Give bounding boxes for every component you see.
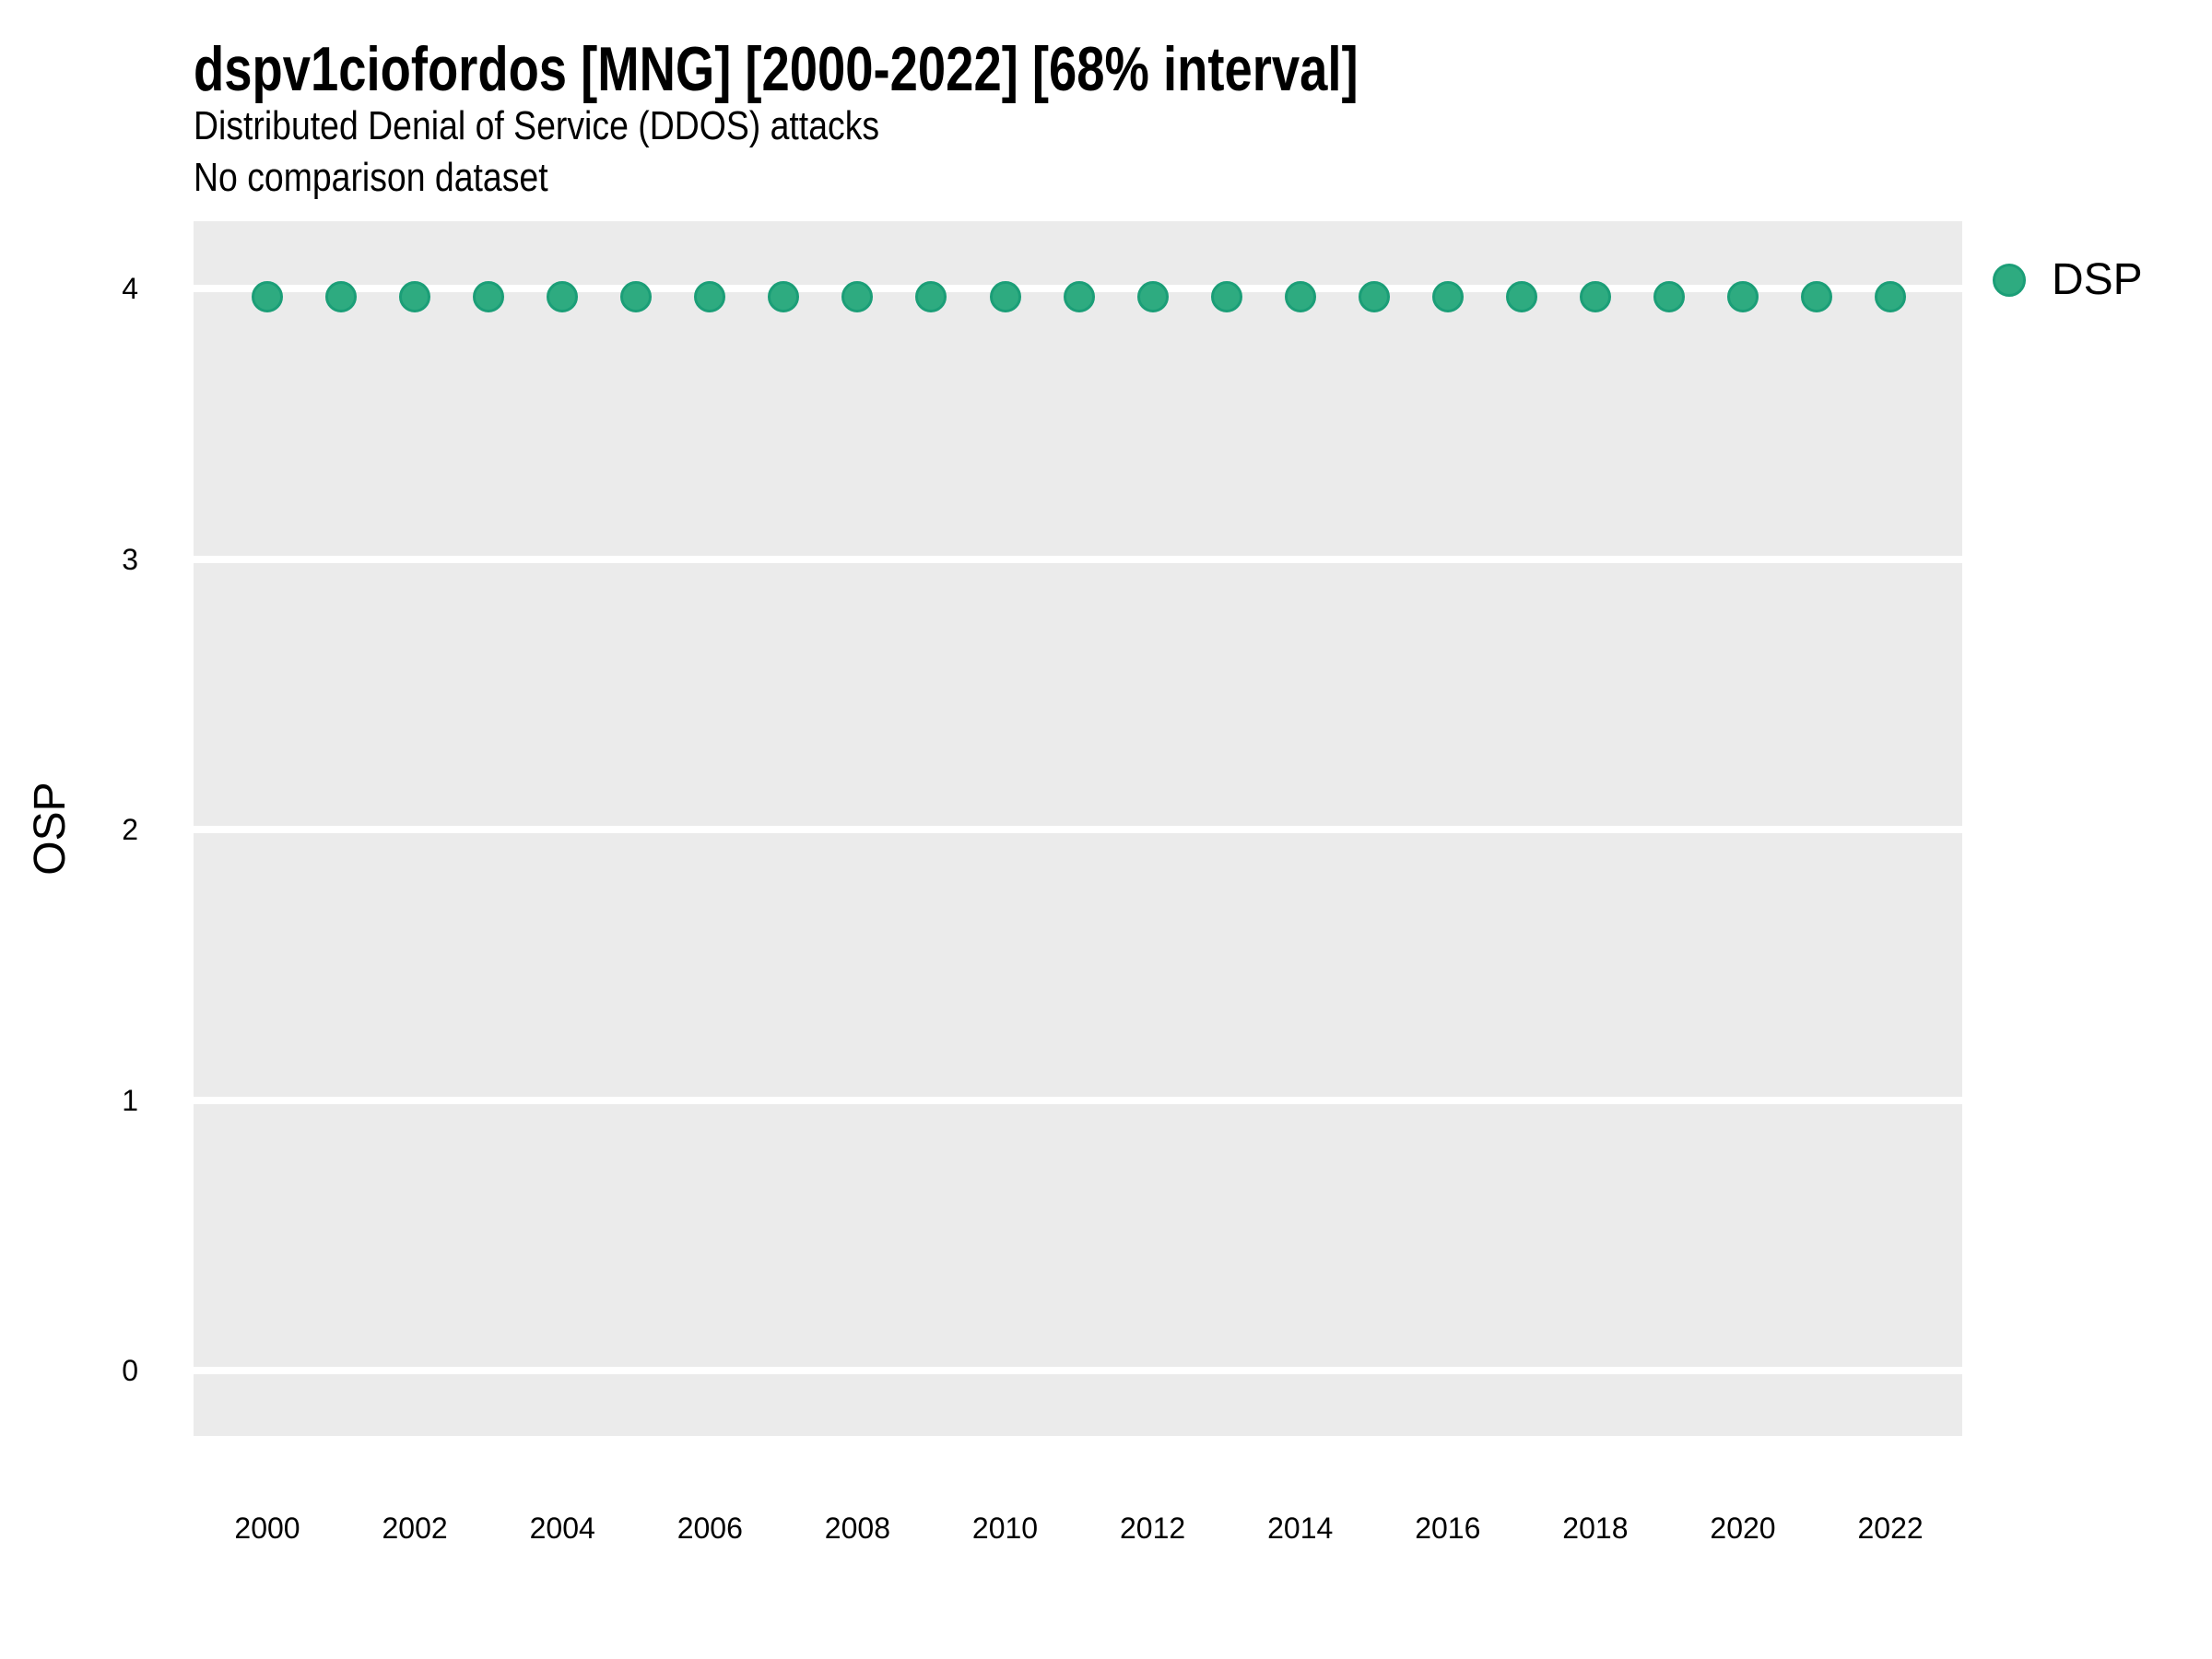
- data-point-DSP-2021: [1801, 280, 1833, 312]
- chart-subtitle: Distributed Denial of Service (DDOS) att…: [194, 103, 880, 148]
- data-point-DSP-2003: [473, 280, 505, 312]
- x-tick-label-2010: 2010: [971, 1512, 1039, 1545]
- data-point-DSP-2020: [1727, 280, 1759, 312]
- x-tick-label-2002: 2002: [382, 1512, 448, 1545]
- data-point-DSP-2011: [1063, 280, 1095, 312]
- data-point-DSP-2014: [1284, 280, 1316, 312]
- gridline-y-2: [194, 826, 1962, 833]
- y-tick-label-1: 1: [122, 1083, 138, 1117]
- chart-note: No comparison dataset: [194, 155, 548, 200]
- x-tick-label-2020: 2020: [1710, 1512, 1776, 1545]
- data-point-DSP-2013: [1210, 280, 1242, 312]
- x-tick-label-2008: 2008: [824, 1512, 890, 1545]
- data-point-DSP-2012: [1136, 280, 1169, 312]
- x-tick-label-2006: 2006: [677, 1512, 743, 1545]
- x-tick-label-2012: 2012: [1120, 1512, 1186, 1545]
- data-point-DSP-2010: [989, 280, 1021, 312]
- legend-label: DSP: [2052, 255, 2143, 304]
- y-tick-label-3: 3: [122, 542, 138, 576]
- data-point-DSP-2000: [252, 280, 283, 312]
- legend: DSP: [1993, 256, 2143, 304]
- x-tick-label-2016: 2016: [1415, 1512, 1481, 1545]
- plot-panel: [194, 221, 1962, 1436]
- data-point-DSP-2001: [325, 280, 358, 312]
- x-tick-label-2004: 2004: [529, 1512, 595, 1545]
- legend-item-DSP: DSP: [1993, 256, 2143, 304]
- data-point-DSP-2004: [547, 280, 579, 312]
- y-tick-label-2: 2: [122, 813, 138, 846]
- data-point-DSP-2022: [1875, 280, 1907, 312]
- data-point-DSP-2009: [915, 280, 947, 312]
- x-tick-label-2018: 2018: [1562, 1512, 1629, 1545]
- legend-key-dot-icon: [1993, 264, 2026, 297]
- x-tick-label-2014: 2014: [1267, 1512, 1334, 1545]
- data-point-DSP-2016: [1431, 280, 1464, 312]
- data-point-DSP-2017: [1505, 280, 1537, 312]
- data-point-DSP-2006: [694, 280, 726, 312]
- data-point-DSP-2005: [620, 280, 653, 312]
- data-point-DSP-2019: [1653, 280, 1685, 312]
- gridline-y-3: [194, 555, 1962, 563]
- x-tick-label-2000: 2000: [234, 1512, 300, 1545]
- y-tick-label-4: 4: [122, 272, 138, 305]
- data-point-DSP-2015: [1358, 280, 1390, 312]
- x-tick-label-2022: 2022: [1857, 1512, 1924, 1545]
- chart-title: dspv1ciofordos [MNG] [2000-2022] [68% in…: [194, 34, 1359, 104]
- gridline-y-1: [194, 1096, 1962, 1104]
- data-point-DSP-2018: [1579, 280, 1611, 312]
- data-point-DSP-2002: [399, 280, 431, 312]
- data-point-DSP-2007: [768, 280, 800, 312]
- gridline-y-0: [194, 1367, 1962, 1374]
- data-point-DSP-2008: [841, 280, 874, 312]
- y-tick-label-0: 0: [122, 1354, 138, 1387]
